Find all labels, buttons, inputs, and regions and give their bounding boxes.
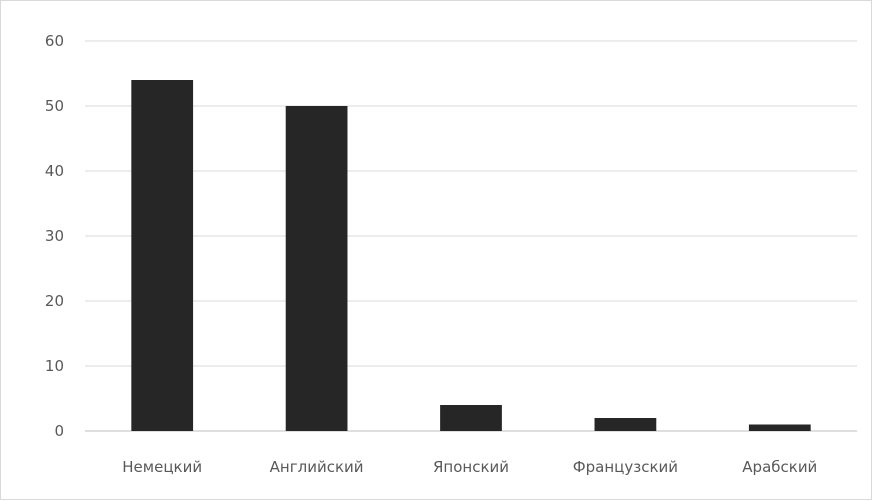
x-category-label: Французский: [573, 458, 678, 476]
bar-1: [131, 80, 194, 431]
y-tick-label: 0: [54, 422, 64, 440]
bar-4: [594, 418, 657, 431]
x-axis-labels: Немецкий Английский Японский Французский Ара…: [122, 458, 817, 476]
y-axis-ticks: 0 10 20 30 40 50 60: [45, 32, 64, 440]
y-tick-label: 40: [45, 162, 64, 180]
bar-2: [285, 106, 348, 431]
x-category-label: Немецкий: [122, 458, 202, 476]
y-tick-label: 50: [45, 97, 64, 115]
y-tick-label: 60: [45, 32, 64, 50]
x-category-label: Японский: [433, 458, 509, 476]
bar-3: [440, 405, 502, 431]
y-tick-label: 20: [45, 292, 64, 310]
bar-5: [748, 424, 811, 431]
y-tick-label: 30: [45, 227, 64, 245]
x-category-label: Арабский: [742, 458, 817, 476]
bars: [131, 80, 811, 431]
y-tick-label: 10: [45, 357, 64, 375]
x-category-label: Английский: [270, 458, 364, 476]
gridlines: [85, 40, 857, 432]
